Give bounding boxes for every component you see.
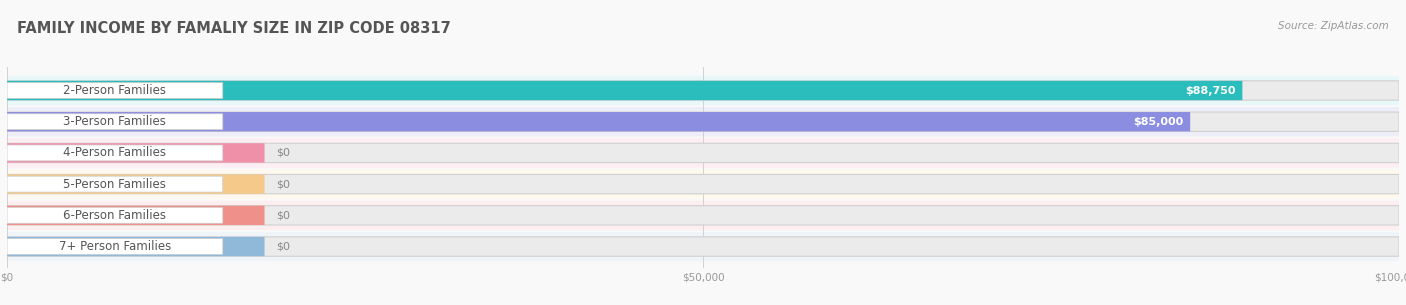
FancyBboxPatch shape (7, 107, 1399, 136)
Text: 3-Person Families: 3-Person Families (63, 115, 166, 128)
FancyBboxPatch shape (7, 170, 1399, 199)
FancyBboxPatch shape (7, 207, 222, 223)
FancyBboxPatch shape (7, 201, 1399, 230)
FancyBboxPatch shape (7, 206, 264, 225)
FancyBboxPatch shape (7, 143, 264, 163)
FancyBboxPatch shape (7, 76, 1399, 105)
FancyBboxPatch shape (7, 206, 1399, 225)
Text: FAMILY INCOME BY FAMALIY SIZE IN ZIP CODE 08317: FAMILY INCOME BY FAMALIY SIZE IN ZIP COD… (17, 21, 450, 36)
Text: $0: $0 (276, 242, 290, 252)
Text: 7+ Person Families: 7+ Person Families (59, 240, 172, 253)
FancyBboxPatch shape (7, 83, 222, 99)
Text: 4-Person Families: 4-Person Families (63, 146, 166, 160)
Text: 5-Person Families: 5-Person Families (63, 178, 166, 191)
FancyBboxPatch shape (7, 81, 1243, 100)
FancyBboxPatch shape (7, 174, 264, 194)
Text: 6-Person Families: 6-Person Families (63, 209, 166, 222)
FancyBboxPatch shape (7, 237, 1399, 256)
FancyBboxPatch shape (7, 143, 1399, 163)
FancyBboxPatch shape (7, 174, 1399, 194)
FancyBboxPatch shape (7, 176, 222, 192)
FancyBboxPatch shape (7, 237, 264, 256)
FancyBboxPatch shape (7, 81, 1399, 100)
FancyBboxPatch shape (7, 138, 1399, 167)
FancyBboxPatch shape (7, 114, 222, 130)
Text: Source: ZipAtlas.com: Source: ZipAtlas.com (1278, 21, 1389, 31)
FancyBboxPatch shape (7, 145, 222, 161)
FancyBboxPatch shape (7, 232, 1399, 261)
Text: $0: $0 (276, 148, 290, 158)
Text: 2-Person Families: 2-Person Families (63, 84, 166, 97)
FancyBboxPatch shape (7, 239, 222, 254)
FancyBboxPatch shape (7, 112, 1399, 131)
Text: $88,750: $88,750 (1185, 85, 1236, 95)
Text: $0: $0 (276, 210, 290, 220)
Text: $85,000: $85,000 (1133, 117, 1184, 127)
FancyBboxPatch shape (7, 112, 1191, 131)
Text: $0: $0 (276, 179, 290, 189)
